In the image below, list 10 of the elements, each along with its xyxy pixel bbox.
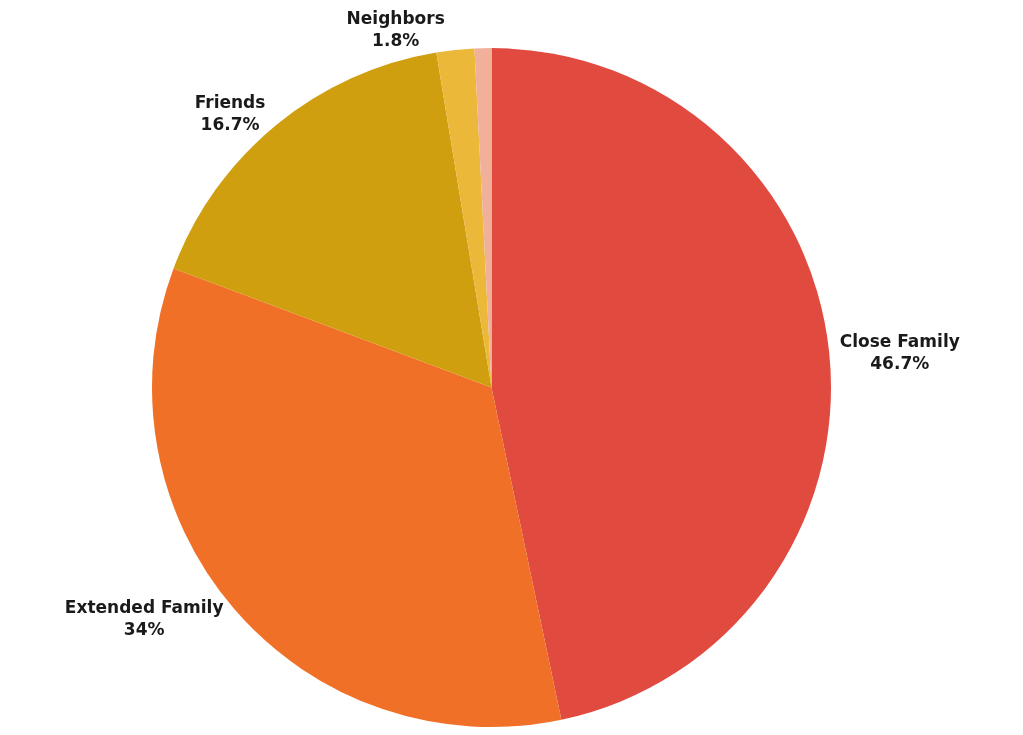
pie-slice (173, 52, 492, 388)
data-label: 46.7% (870, 353, 930, 374)
slice-label: Friends (194, 91, 266, 112)
slice-label: Extended Family (64, 596, 224, 617)
slice-label: Close Family (839, 331, 960, 352)
data-label: 1.8% (372, 30, 420, 51)
data-label: 34% (123, 618, 165, 639)
pie-slice (491, 48, 831, 720)
slice-label: Neighbors (346, 8, 445, 29)
data-label: 16.7% (200, 113, 260, 134)
